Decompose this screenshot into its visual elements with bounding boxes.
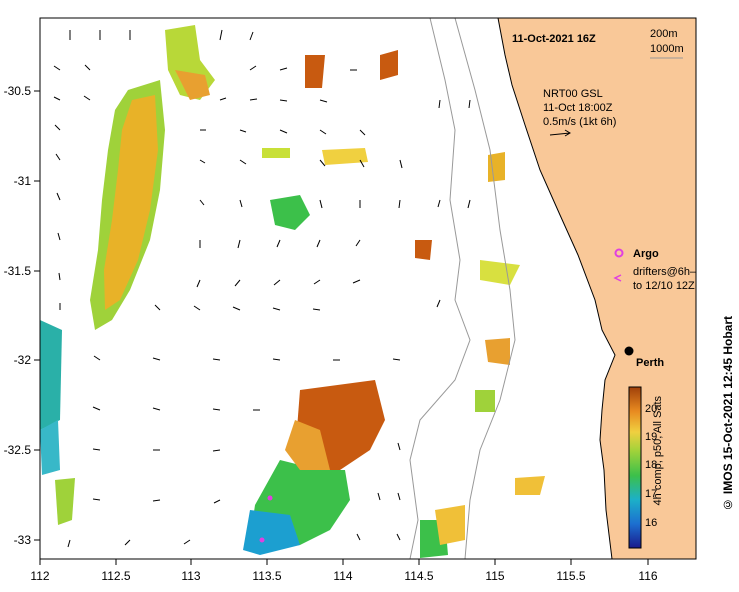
x-tick-113: 113 (181, 569, 200, 583)
argo-float-1-icon (267, 495, 273, 501)
x-tick-116: 116 (638, 569, 657, 583)
bathymetry-contours (409, 17, 516, 560)
colorbar-ticks: 20 19 18 17 16 (645, 403, 657, 529)
x-axis-labels: 112 112.5 113 113.5 114 114.5 115 115.5 … (30, 569, 657, 583)
current-legend-line3: 0.5m/s (1kt 6h) (543, 116, 616, 128)
x-tick-112-5: 112.5 (101, 569, 130, 583)
credit-line: © IMOS 15-Oct-2021 12:45 Hobart (721, 316, 735, 512)
colorbar-tick-19: 19 (645, 431, 657, 443)
depth-label-1000m: 1000m (650, 43, 684, 55)
x-tick-115-5: 115.5 (556, 569, 585, 583)
y-tick-31-5: -31.5 (4, 264, 32, 278)
perth-label: Perth (636, 357, 664, 369)
map-title: 11-Oct-2021 16Z (512, 33, 596, 45)
x-tick-114: 114 (333, 569, 352, 583)
x-tick-113-5: 113.5 (252, 569, 281, 583)
depth-label-200m: 200m (650, 28, 678, 40)
drifter-marker-icon (613, 274, 622, 282)
y-tick-30-5: -30.5 (4, 84, 32, 98)
drifters-label-line2: to 12/10 12Z (633, 280, 695, 292)
colorbar-tick-20: 20 (645, 403, 657, 415)
argo-marker-icon (614, 248, 624, 258)
y-tick-32-5: -32.5 (4, 443, 32, 457)
argo-label: Argo (633, 248, 659, 260)
y-tick-31: -31 (14, 174, 32, 188)
current-arrows (53, 29, 471, 548)
x-tick-114-5: 114.5 (404, 569, 433, 583)
colorbar-tick-17: 17 (645, 488, 657, 500)
colorbar-caption: 4h comp, p50, All Sats (652, 396, 664, 506)
y-tick-33: -33 (14, 533, 32, 547)
current-scale-arrow-icon (549, 129, 571, 137)
y-tick-32: -32 (14, 353, 32, 367)
sst-patches (40, 25, 545, 558)
perth-marker-icon (624, 346, 634, 356)
colorbar-tick-16: 16 (645, 517, 657, 529)
drifters-label-line1: drifters@6h– (633, 266, 697, 278)
current-legend-line2: 11-Oct 18:00Z (543, 102, 613, 114)
axis-ticks (34, 90, 649, 565)
y-axis-labels: -30.5 -31 -31.5 -32 -32.5 -33 (4, 84, 32, 547)
colorbar (628, 386, 642, 549)
x-tick-112: 112 (30, 569, 49, 583)
plot-frame (39, 17, 697, 560)
colorbar-tick-18: 18 (645, 459, 657, 471)
x-tick-115: 115 (485, 569, 504, 583)
current-legend-line1: NRT00 GSL (543, 88, 603, 100)
argo-float-2-icon (259, 537, 265, 543)
